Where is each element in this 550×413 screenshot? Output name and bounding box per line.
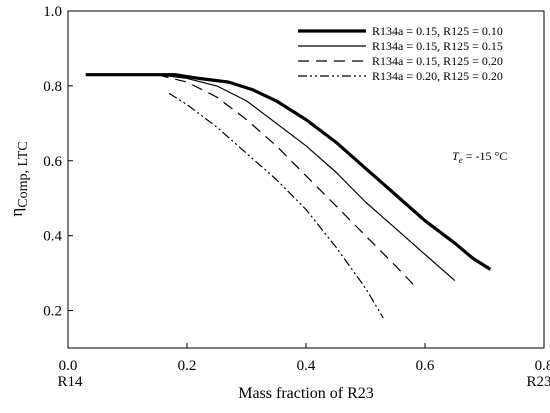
annotation-main: T	[452, 149, 460, 163]
annotation-rest: = -15 °C	[463, 149, 508, 163]
x-tick-label-0: 0.0	[59, 358, 78, 374]
y-axis-title-main: η	[7, 208, 26, 217]
chart-marks: 0.0 0.2 0.4 0.6 0.8 0.2 0.4 0.6 0.8 1.0 R134a = 0.…	[43, 4, 550, 374]
x-end-label-left: R14	[57, 374, 83, 390]
y-axis-title: ηComp, LTC	[7, 141, 31, 216]
series-line-2	[85, 74, 456, 282]
legend-label-3: R134a = 0.15, R125 = 0.20	[372, 54, 503, 68]
y-tick-label-1: 0.4	[43, 229, 62, 245]
temperature-annotation: Te = -15 °C	[452, 149, 507, 165]
y-axis-title-sub: Comp, LTC	[16, 141, 31, 207]
x-tick-label-1: 0.2	[178, 358, 197, 374]
series-line-3	[85, 74, 414, 285]
series-line-1	[85, 73, 492, 271]
y-tick-label-4: 1.0	[43, 4, 62, 20]
x-tick-label-4: 0.8	[535, 358, 550, 374]
x-end-label-right: R23	[526, 374, 550, 390]
annotation-sub: e	[459, 155, 463, 165]
legend-label-2: R134a = 0.15, R125 = 0.15	[372, 39, 503, 53]
y-tick-label-3: 0.8	[43, 79, 62, 95]
x-axis-title: Mass fraction of R23	[238, 385, 374, 402]
x-tick-label-3: 0.6	[416, 358, 435, 374]
y-tick-label-0: 0.2	[43, 304, 62, 320]
x-tick-label-2: 0.4	[297, 358, 316, 374]
legend-label-4: R134a = 0.20, R125 = 0.20	[372, 69, 503, 83]
y-tick-label-2: 0.6	[43, 154, 62, 170]
series-line-4	[168, 92, 384, 319]
legend-label-1: R134a = 0.15, R125 = 0.10	[372, 24, 503, 38]
